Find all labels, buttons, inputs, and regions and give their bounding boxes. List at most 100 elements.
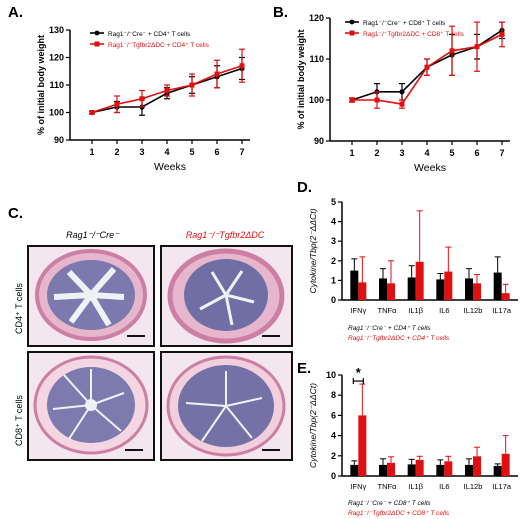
chart-e-bar xyxy=(387,462,395,476)
chart-a-xtick-label: 4 xyxy=(164,147,169,157)
chart-e-xtick-label: IL12b xyxy=(464,482,483,491)
chart-a-legend-marker xyxy=(94,30,100,36)
chart-e-legend-label: Rag1⁻/⁻Cre⁻ + CD8⁺ T cells xyxy=(348,500,431,507)
chart-b-point xyxy=(399,101,405,107)
chart-a-legend-label: Rag1⁻/⁻Tgfbr2ΔDC + CD4⁺ T cells xyxy=(108,42,210,49)
chart-e-xtick-label: TNFα xyxy=(378,482,398,491)
chart-d-bar xyxy=(358,282,367,300)
histology-image-cd8-control xyxy=(27,351,155,461)
chart-d-bar xyxy=(407,277,416,300)
chart-e-bar xyxy=(358,415,367,476)
chart-b-xtick-label: 4 xyxy=(424,148,429,158)
histology-cd4-ko-art xyxy=(167,248,285,344)
panel-label-e: E. xyxy=(297,360,312,377)
chart-b-ytick-label: 100 xyxy=(309,95,324,105)
chart-b-point xyxy=(424,64,430,70)
chart-d-bar xyxy=(444,271,453,300)
chart-a-point xyxy=(114,101,120,107)
chart-e-xtick-label: IL1β xyxy=(408,482,423,491)
chart-a-ytick-label: 110 xyxy=(49,80,64,90)
histology-image-cd4-ko xyxy=(160,245,293,347)
chart-d-xtick-label: IL12b xyxy=(464,306,483,315)
chart-d-xtick-label: IL6 xyxy=(439,306,449,315)
histology-image-cd4-control xyxy=(27,245,155,347)
chart-b-xtick-label: 1 xyxy=(349,148,354,158)
chart-e-legend-label: Rag1⁻/⁻Tgfbr2ΔDC + CD8⁺ T cells xyxy=(348,510,450,517)
chart-e-xtick-label: IFNγ xyxy=(350,482,366,491)
histo-col2-title: Rag1⁻/⁻Tgfbr2ΔDC xyxy=(185,230,265,240)
chart-d-bar xyxy=(350,270,359,300)
chart-d-legend-label: Rag1⁻/⁻Cre⁻ + CD4⁺ T cells xyxy=(348,325,431,332)
chart-d-ytick-label: 2 xyxy=(331,256,336,266)
chart-a-point xyxy=(164,88,170,93)
chart-d-bar xyxy=(415,261,424,300)
chart-a-xtick-label: 6 xyxy=(214,147,219,157)
chart-b-x-label: Weeks xyxy=(414,162,446,174)
chart-b-xtick-label: 5 xyxy=(449,148,454,158)
chart-e-ytick-label: 0 xyxy=(331,471,336,481)
chart-d-xtick-label: IL17a xyxy=(492,306,512,315)
chart-b-ytick-label: 120 xyxy=(309,13,324,23)
chart-e-bar xyxy=(473,456,481,476)
chart-d-bar xyxy=(473,283,481,300)
chart-a-y-label: % of initial body weight xyxy=(36,35,46,135)
histology-cd4-control-art xyxy=(35,249,147,341)
chart-b-point xyxy=(474,44,480,50)
chart-e-bar xyxy=(501,453,510,476)
chart-a-ytick-label: 120 xyxy=(49,53,64,63)
chart-a-legend-marker xyxy=(94,41,100,47)
chart-a-ytick-label: 90 xyxy=(54,135,64,145)
chart-b-xtick-label: 3 xyxy=(399,148,404,158)
chart-b-legend-marker xyxy=(349,30,355,36)
chart-d-bar xyxy=(501,293,510,300)
chart-a-xtick-label: 1 xyxy=(89,147,94,157)
chart-a-ytick-label: 130 xyxy=(49,25,64,35)
chart-e-bar xyxy=(379,464,387,476)
chart-a-ytick-label: 100 xyxy=(49,108,64,118)
chart-b-xtick-label: 2 xyxy=(374,148,379,158)
chart-e-bar xyxy=(436,464,445,476)
chart-d-bar xyxy=(465,278,473,300)
chart-b-ytick-label: 110 xyxy=(309,54,324,64)
chart-e-xtick-label: IL17a xyxy=(492,482,512,491)
chart-e-bar xyxy=(493,465,502,476)
panel-label-c: C. xyxy=(8,205,23,222)
chart-b-point xyxy=(349,97,355,103)
chart-d-ytick-label: 5 xyxy=(331,197,336,207)
chart-b-point xyxy=(449,48,455,54)
chart-d-xtick-label: TNFα xyxy=(378,306,398,315)
chart-e-ytick-label: 10 xyxy=(326,370,336,380)
panel-label-d: D. xyxy=(297,179,312,196)
chart-e-bar xyxy=(407,464,416,476)
chart-d-bar xyxy=(379,278,387,300)
chart-b-point xyxy=(499,31,505,37)
chart-a-point xyxy=(214,71,220,77)
chart-e-ytick-label: 6 xyxy=(331,410,336,420)
chart-b-xtick-label: 6 xyxy=(474,148,479,158)
chart-b-point xyxy=(374,97,380,103)
chart-b-xtick-label: 7 xyxy=(499,148,504,158)
chart-e-ytick-label: 2 xyxy=(331,451,336,461)
chart-d-ytick-label: 3 xyxy=(331,236,336,246)
chart-e-bar xyxy=(444,461,453,476)
chart-d-bar xyxy=(436,279,445,300)
chart-e-bar xyxy=(465,464,473,476)
chart-a-legend-label: Rag1⁻/⁻Cre⁻ + CD4⁺ T cells xyxy=(108,31,191,38)
chart-a-xtick-label: 5 xyxy=(189,147,194,157)
chart-d-ytick-label: 0 xyxy=(331,295,336,305)
chart-a-point xyxy=(189,82,195,88)
chart-d-ytick-label: 1 xyxy=(331,275,336,285)
chart-b-y-label: % of initial body weight xyxy=(296,29,306,129)
chart-a-point xyxy=(139,96,145,102)
panel-label-b: B. xyxy=(273,4,288,21)
chart-a-point xyxy=(239,63,245,69)
chart-d-legend-label: Rag1⁻/⁻Tgfbr2ΔDC + CD4⁺ T cells xyxy=(348,335,450,342)
chart-e-significance-star: * xyxy=(356,365,362,380)
chart-e-xtick-label: IL6 xyxy=(439,482,449,491)
chart-e-ytick-label: 4 xyxy=(331,431,336,441)
chart-a-xtick-label: 7 xyxy=(239,147,244,157)
chart-a-x-label: Weeks xyxy=(154,161,186,173)
chart-e-ytick-label: 8 xyxy=(331,390,336,400)
chart-a-xtick-label: 3 xyxy=(139,147,144,157)
